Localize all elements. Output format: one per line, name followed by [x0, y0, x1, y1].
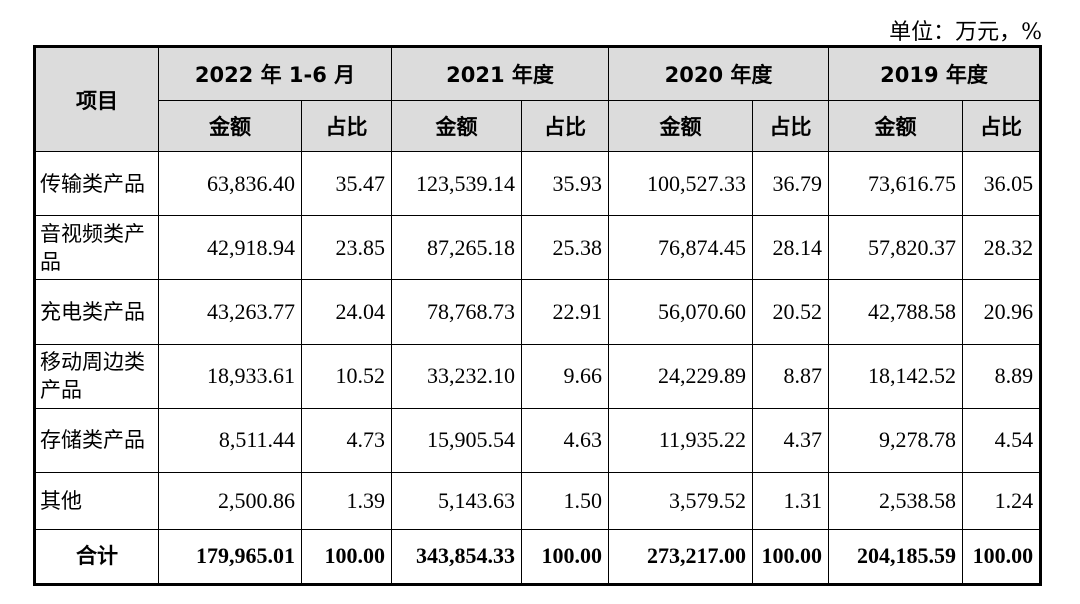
revenue-by-product-table: 项目 2022 年 1-6 月 2021 年度 2020 年度 2019 年度 …: [33, 45, 1043, 586]
cell-amount: 100,527.33: [608, 150, 754, 217]
table-row: 音视频类产品 42,918.94 23.85 87,265.18 25.38 7…: [34, 215, 1042, 281]
cell-ratio: 4.73: [300, 407, 393, 473]
table-row: 移动周边类产品 18,933.61 10.52 33,232.10 9.66 2…: [34, 343, 1042, 409]
cell-amount: 78,768.73: [391, 279, 523, 345]
cell-ratio: 22.91: [521, 279, 610, 345]
row-category: 音视频类产品: [34, 215, 159, 281]
cell-amount: 56,070.60: [608, 279, 754, 345]
total-ratio: 100.00: [521, 528, 610, 586]
header-row-metrics: 金额 占比 金额 占比 金额 占比 金额 占比: [35, 100, 1042, 152]
header-row-periods: 项目 2022 年 1-6 月 2021 年度 2020 年度 2019 年度: [34, 46, 1042, 152]
header-ratio: 占比: [962, 100, 1042, 152]
total-label: 合计: [34, 528, 159, 586]
unit-note: 单位：万元，%: [889, 20, 1042, 45]
cell-amount: 123,539.14: [391, 150, 523, 217]
cell-ratio: 8.89: [962, 343, 1042, 409]
cell-amount: 76,874.45: [608, 215, 754, 281]
cell-ratio: 20.52: [752, 279, 830, 345]
cell-amount: 57,820.37: [828, 215, 964, 281]
cell-ratio: 1.31: [752, 471, 830, 530]
cell-amount: 9,278.78: [828, 407, 964, 473]
cell-ratio: 28.14: [752, 215, 830, 281]
row-category: 充电类产品: [34, 279, 159, 345]
table-row: 充电类产品 43,263.77 24.04 78,768.73 22.91 56…: [34, 279, 1042, 345]
cell-amount: 42,788.58: [828, 279, 964, 345]
header-ratio: 占比: [300, 100, 393, 152]
cell-ratio: 35.47: [300, 150, 393, 217]
cell-ratio: 36.79: [752, 150, 830, 217]
cell-ratio: 24.04: [300, 279, 393, 345]
cell-amount: 15,905.54: [391, 407, 523, 473]
cell-amount: 73,616.75: [828, 150, 964, 217]
row-category: 存储类产品: [34, 407, 159, 473]
header-item: 项目: [34, 46, 159, 152]
cell-ratio: 4.63: [521, 407, 610, 473]
cell-amount: 5,143.63: [391, 471, 523, 530]
cell-ratio: 1.24: [962, 471, 1042, 530]
header-amount: 金额: [391, 100, 523, 152]
row-category: 传输类产品: [34, 150, 159, 217]
cell-ratio: 25.38: [521, 215, 610, 281]
cell-amount: 24,229.89: [608, 343, 754, 409]
header-period-2022h1: 2022 年 1-6 月: [157, 46, 393, 101]
header-ratio: 占比: [521, 100, 610, 152]
header-period-2021: 2021 年度: [391, 46, 610, 101]
cell-amount: 2,538.58: [828, 471, 964, 530]
header-period-2019: 2019 年度: [828, 46, 1042, 101]
total-ratio: 100.00: [962, 528, 1042, 586]
cell-amount: 87,265.18: [391, 215, 523, 281]
total-amount: 343,854.33: [391, 528, 523, 586]
header-amount: 金额: [828, 100, 964, 152]
table-row: 存储类产品 8,511.44 4.73 15,905.54 4.63 11,93…: [34, 407, 1042, 473]
header-amount: 金额: [158, 100, 302, 152]
cell-ratio: 4.37: [752, 407, 830, 473]
cell-amount: 2,500.86: [158, 471, 302, 530]
cell-ratio: 4.54: [962, 407, 1042, 473]
cell-ratio: 35.93: [521, 150, 610, 217]
total-amount: 204,185.59: [828, 528, 964, 586]
cell-ratio: 23.85: [300, 215, 393, 281]
row-category: 移动周边类产品: [34, 343, 159, 409]
table-row: 其他 2,500.86 1.39 5,143.63 1.50 3,579.52 …: [34, 471, 1042, 530]
cell-ratio: 9.66: [521, 343, 610, 409]
cell-ratio: 28.32: [962, 215, 1042, 281]
cell-amount: 42,918.94: [158, 215, 302, 281]
cell-amount: 43,263.77: [158, 279, 302, 345]
cell-amount: 11,935.22: [608, 407, 754, 473]
header-amount: 金额: [608, 100, 754, 152]
cell-amount: 18,933.61: [158, 343, 302, 409]
total-ratio: 100.00: [752, 528, 830, 586]
cell-ratio: 1.50: [521, 471, 610, 530]
cell-ratio: 8.87: [752, 343, 830, 409]
cell-amount: 18,142.52: [828, 343, 964, 409]
cell-ratio: 36.05: [962, 150, 1042, 217]
cell-amount: 33,232.10: [391, 343, 523, 409]
cell-ratio: 20.96: [962, 279, 1042, 345]
table-row: 传输类产品 63,836.40 35.47 123,539.14 35.93 1…: [34, 150, 1042, 217]
row-category: 其他: [34, 471, 159, 530]
total-amount: 273,217.00: [608, 528, 754, 586]
total-ratio: 100.00: [300, 528, 393, 586]
total-row: 合计 179,965.01 100.00 343,854.33 100.00 2…: [34, 528, 1042, 586]
header-ratio: 占比: [752, 100, 830, 152]
header-period-2020: 2020 年度: [608, 46, 830, 101]
cell-ratio: 10.52: [300, 343, 393, 409]
cell-amount: 8,511.44: [158, 407, 302, 473]
cell-amount: 63,836.40: [158, 150, 302, 217]
cell-ratio: 1.39: [300, 471, 393, 530]
cell-amount: 3,579.52: [608, 471, 754, 530]
total-amount: 179,965.01: [158, 528, 302, 586]
